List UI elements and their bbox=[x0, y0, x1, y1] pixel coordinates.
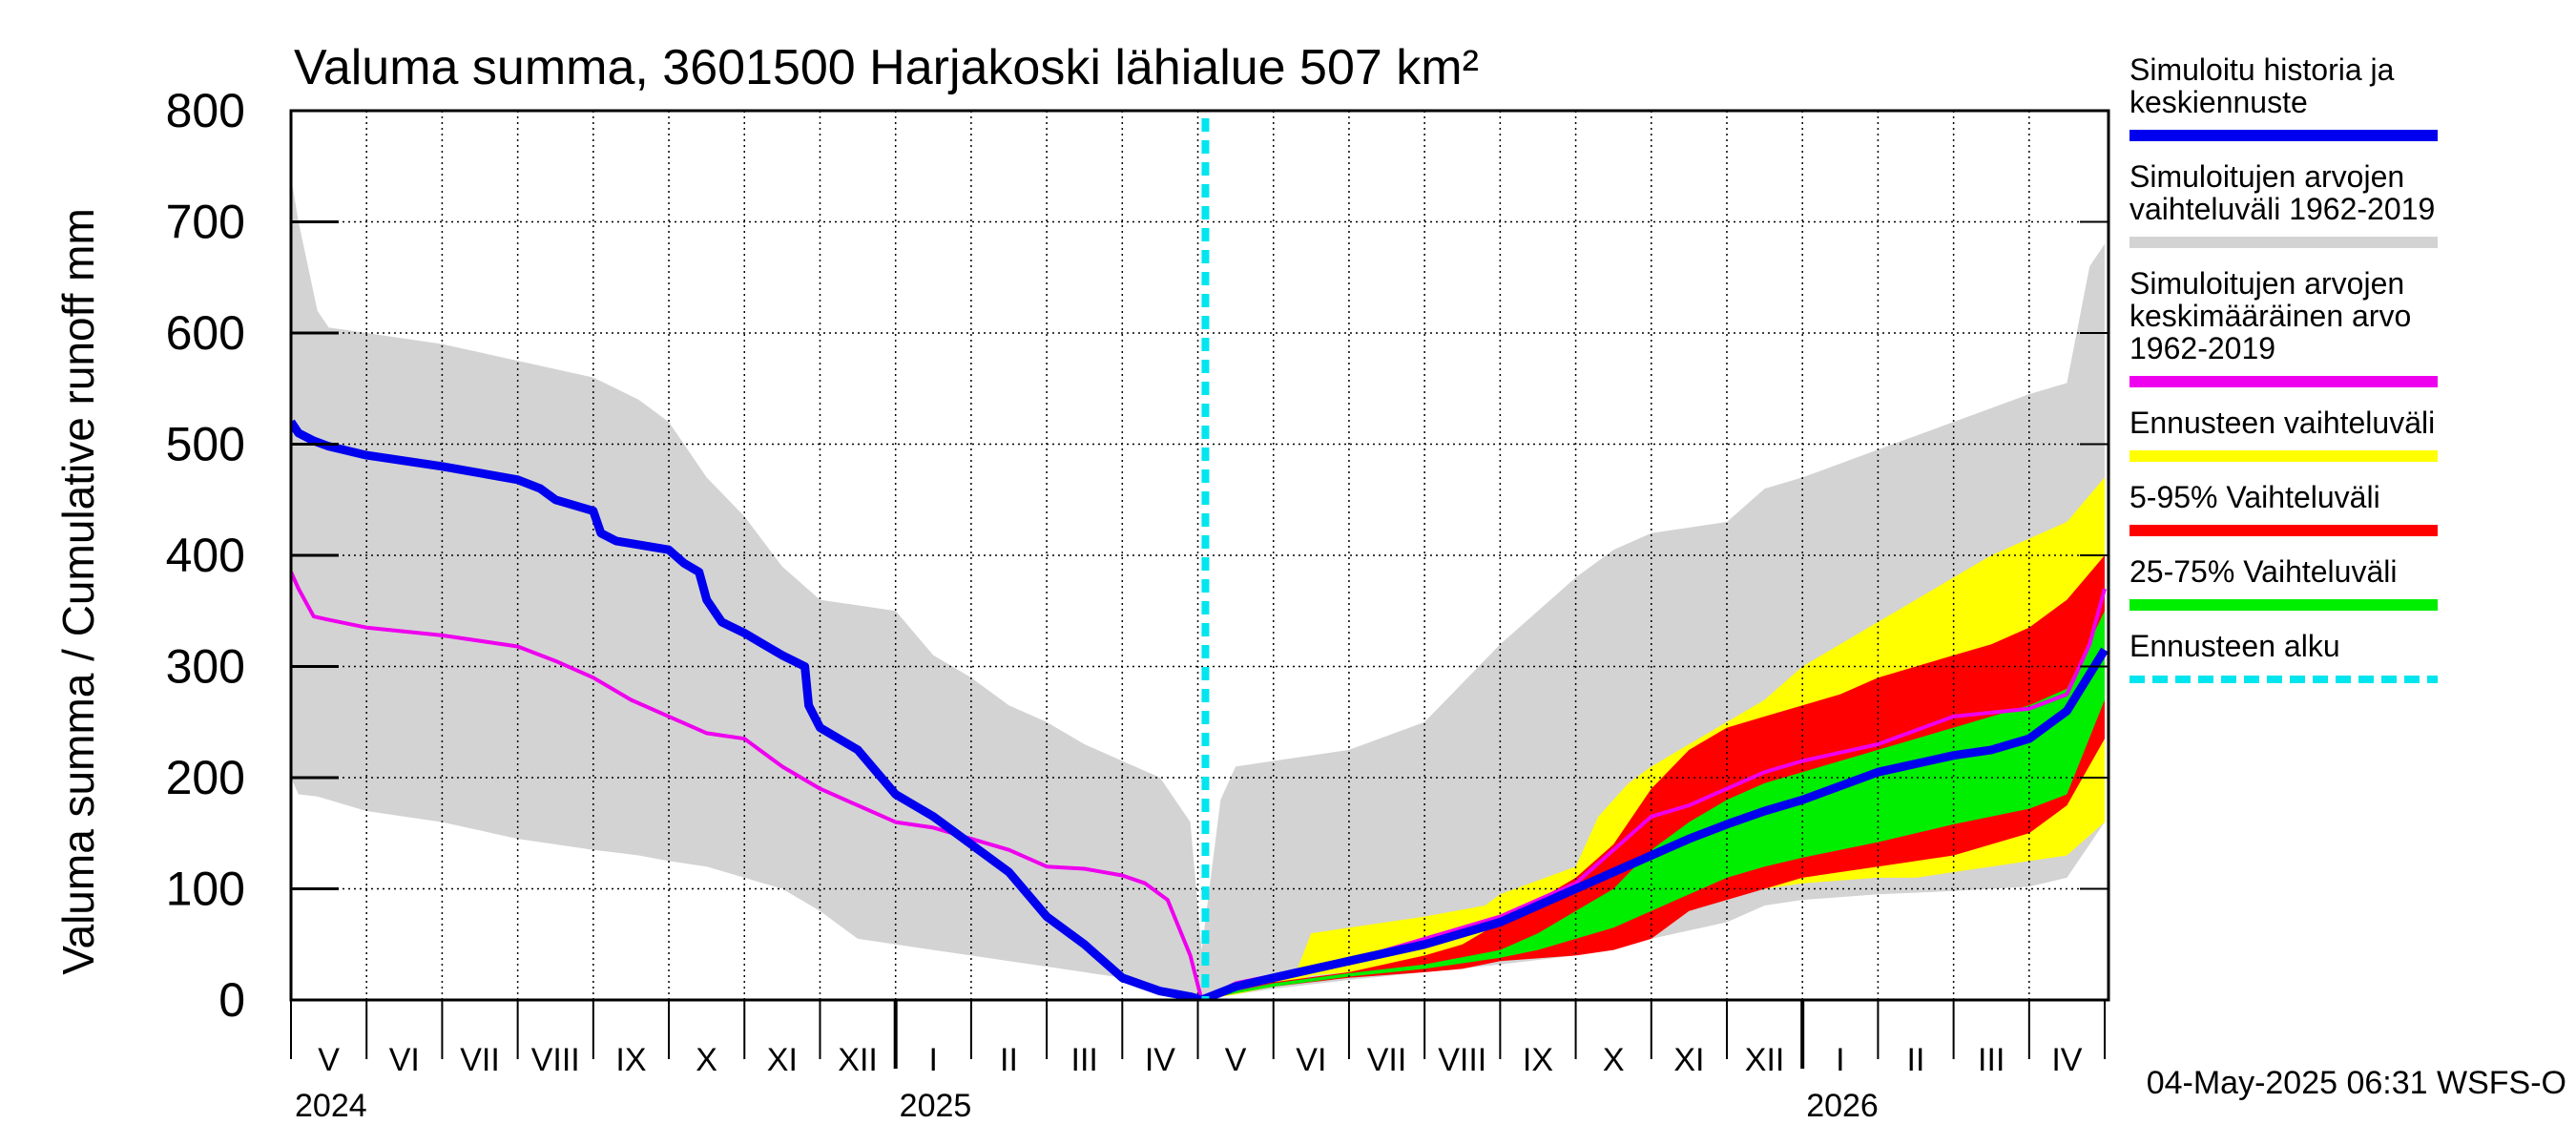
y-tick-label: 400 bbox=[166, 529, 245, 582]
x-year-label: 2025 bbox=[900, 1088, 972, 1124]
lines-layer bbox=[291, 118, 2109, 1000]
x-month-label: IV bbox=[1145, 1042, 1175, 1078]
x-month-label: III bbox=[1978, 1042, 2005, 1078]
x-month-label: V bbox=[318, 1042, 340, 1078]
x-month-label: II bbox=[1907, 1042, 1925, 1078]
x-month-label: I bbox=[1836, 1042, 1844, 1078]
timestamp: 04-May-2025 06:31 WSFS-O bbox=[2147, 1065, 2566, 1101]
legend: Simuloitu historia jakeskiennusteSimuloi… bbox=[2129, 52, 2438, 683]
x-month-label: XII bbox=[1745, 1042, 1785, 1078]
y-axis-label: Valuma summa / Cumulative runoff mm bbox=[53, 208, 103, 975]
legend-item-frange: Ennusteen vaihteluväli bbox=[2129, 406, 2438, 462]
x-month-label: XI bbox=[767, 1042, 798, 1078]
y-tick-label: 200 bbox=[166, 751, 245, 804]
legend-label-r2575: 25-75% Vaihteluväli bbox=[2129, 554, 2397, 589]
legend-label-mean: Simuloitujen arvojen bbox=[2129, 266, 2404, 301]
x-month-label: XI bbox=[1673, 1042, 1704, 1078]
x-month-label: I bbox=[929, 1042, 938, 1078]
line-simuloitujen-arvojen-keskim-r-inen-arvo-1962-2019 bbox=[291, 571, 2107, 1000]
legend-label-sim: keskiennuste bbox=[2129, 85, 2308, 119]
x-year-label: 2026 bbox=[1806, 1088, 1879, 1124]
legend-label-sim: Simuloitu historia ja bbox=[2129, 52, 2395, 87]
legend-label-r595: 5-95% Vaihteluväli bbox=[2129, 480, 2380, 514]
chart-title: Valuma summa, 3601500 Harjakoski lähialu… bbox=[294, 40, 1479, 95]
legend-label-band: vaihteluväli 1962-2019 bbox=[2129, 192, 2435, 226]
x-month-label: X bbox=[696, 1042, 717, 1078]
x-month-label: VI bbox=[389, 1042, 420, 1078]
y-tick-label: 300 bbox=[166, 640, 245, 694]
y-axis-label-text: Valuma summa / Cumulative runoff mm bbox=[53, 208, 103, 975]
x-month-label: VI bbox=[1296, 1042, 1326, 1078]
x-year-label: 2024 bbox=[295, 1088, 367, 1124]
x-month-label: IX bbox=[615, 1042, 646, 1078]
legend-item-fstart: Ennusteen alku bbox=[2129, 629, 2438, 683]
legend-item-r595: 5-95% Vaihteluväli bbox=[2129, 480, 2438, 536]
y-tick-label: 500 bbox=[166, 418, 245, 471]
legend-label-mean: 1962-2019 bbox=[2129, 331, 2275, 365]
band-ennusteen-vaihteluv-li bbox=[1201, 477, 2105, 1000]
x-month-label: III bbox=[1071, 1042, 1098, 1078]
y-tick-label: 100 bbox=[166, 863, 245, 916]
legend-item-r2575: 25-75% Vaihteluväli bbox=[2129, 554, 2438, 611]
legend-label-frange: Ennusteen vaihteluväli bbox=[2129, 406, 2435, 440]
legend-label-mean: keskimääräinen arvo bbox=[2129, 299, 2411, 333]
x-month-label: VIII bbox=[531, 1042, 580, 1078]
y-tick-label: 600 bbox=[166, 306, 245, 360]
y-tick-label: 700 bbox=[166, 196, 245, 249]
x-month-label: V bbox=[1225, 1042, 1247, 1078]
x-month-label: VIII bbox=[1438, 1042, 1486, 1078]
line-simuloitu-historia-ja-keskiennuste bbox=[291, 419, 2109, 1000]
y-tick-label: 800 bbox=[166, 84, 245, 137]
x-month-label: VII bbox=[1367, 1042, 1407, 1078]
x-month-label: X bbox=[1603, 1042, 1625, 1078]
x-month-label: IV bbox=[2051, 1042, 2082, 1078]
legend-label-fstart: Ennusteen alku bbox=[2129, 629, 2340, 663]
x-month-label: VII bbox=[460, 1042, 500, 1078]
band-25-75-vaihteluv-li bbox=[1201, 611, 2105, 1000]
x-month-label: IX bbox=[1523, 1042, 1553, 1078]
x-month-label: XII bbox=[838, 1042, 878, 1078]
x-month-label: II bbox=[1000, 1042, 1018, 1078]
y-tick-label: 0 bbox=[218, 973, 245, 1027]
legend-label-band: Simuloitujen arvojen bbox=[2129, 159, 2404, 194]
